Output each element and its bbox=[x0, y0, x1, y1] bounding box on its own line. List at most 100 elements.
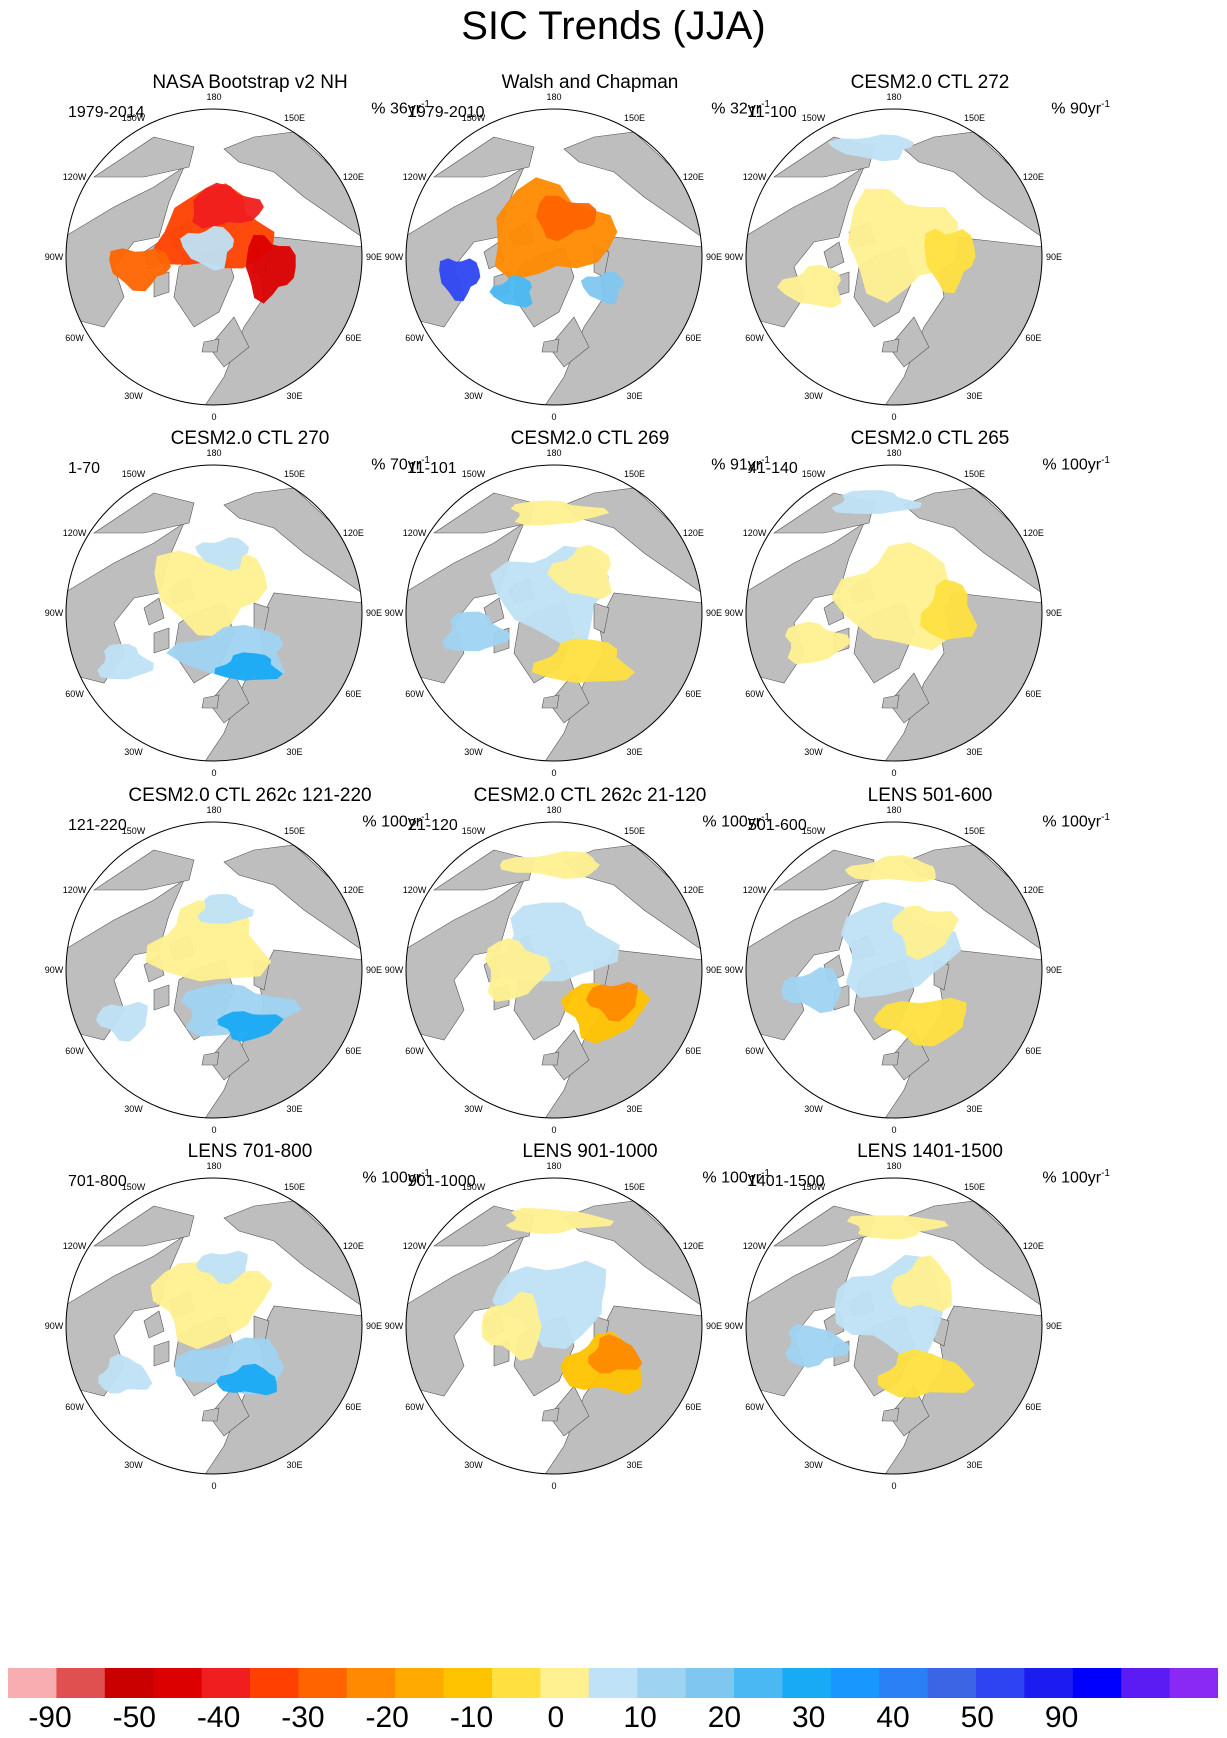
longitude-label: 60E bbox=[685, 1401, 702, 1412]
unit-part: -1 bbox=[421, 1168, 430, 1179]
unit-part: -1 bbox=[761, 99, 770, 110]
longitude-label: 30W bbox=[804, 1104, 823, 1115]
trend-region bbox=[197, 894, 254, 924]
trend-region bbox=[831, 490, 922, 514]
polar-map bbox=[65, 108, 363, 406]
longitude-label: 90W bbox=[384, 252, 404, 262]
polar-map bbox=[405, 108, 703, 406]
map-panel: 180 150E 120E 90E 60E 30E 0 30W 60W 90W 120W 150W CE… bbox=[385, 785, 790, 1185]
land bbox=[208, 316, 250, 368]
longitude-label: 0 bbox=[891, 768, 897, 778]
colorbar-swatch bbox=[1121, 1668, 1171, 1698]
longitude-label: 120E bbox=[342, 884, 364, 895]
longitude-label: 150W bbox=[121, 468, 146, 479]
longitude-label: 90W bbox=[724, 608, 744, 618]
longitude-label: 60W bbox=[745, 1401, 764, 1412]
longitude-label: 30W bbox=[804, 391, 823, 402]
unit-part: 100 bbox=[1061, 456, 1088, 474]
colorbar-label: -30 bbox=[281, 1701, 325, 1734]
unit-part: 100 bbox=[1061, 813, 1088, 831]
map-boundary bbox=[405, 464, 703, 762]
longitude-label: 90W bbox=[44, 965, 64, 975]
longitude-label: 90W bbox=[724, 965, 744, 975]
colorbar-label: 20 bbox=[707, 1701, 742, 1734]
longitude-label: 60W bbox=[405, 688, 424, 699]
longitude-label: 150E bbox=[283, 468, 306, 479]
longitude-label: 120E bbox=[1022, 884, 1044, 895]
colorbar-swatch bbox=[927, 1668, 977, 1698]
polar-map bbox=[65, 464, 363, 762]
colorbar-swatch bbox=[1024, 1668, 1074, 1698]
longitude-label: 120E bbox=[682, 884, 704, 895]
trend-region bbox=[154, 550, 268, 637]
map-panel: 180 150E 120E 90E 60E 30E 0 30W 60W 90W 120W 150W CE… bbox=[725, 72, 1130, 472]
longitude-label: 90E bbox=[365, 252, 383, 262]
colorbar-swatch bbox=[1072, 1668, 1122, 1698]
trend-region bbox=[489, 275, 533, 308]
longitude-label: 120E bbox=[342, 171, 364, 182]
unit-part: yr bbox=[407, 1169, 422, 1187]
colorbar-swatch bbox=[588, 1668, 638, 1698]
panel-period: 11-101 bbox=[408, 460, 457, 477]
land bbox=[143, 597, 165, 626]
longitude-label: 90W bbox=[724, 252, 744, 262]
longitude-label: 120W bbox=[62, 884, 87, 895]
longitude-label: 60E bbox=[1025, 688, 1042, 699]
unit-part: % bbox=[371, 456, 390, 474]
longitude-label: 150E bbox=[283, 825, 306, 836]
unit-part: yr bbox=[747, 456, 762, 474]
longitude-label: 120W bbox=[402, 171, 427, 182]
land bbox=[433, 136, 535, 178]
unit-part: 70 bbox=[389, 456, 408, 474]
trend-region bbox=[924, 228, 976, 294]
longitude-label: 60E bbox=[345, 1045, 362, 1056]
longitude-label: 30E bbox=[626, 1104, 643, 1115]
longitude-label: 90W bbox=[724, 1321, 744, 1331]
longitude-label: 60W bbox=[405, 332, 424, 343]
unit-part: % bbox=[362, 813, 382, 831]
colorbar-swatch bbox=[104, 1668, 154, 1698]
trend-region bbox=[245, 234, 296, 304]
unit-part: % bbox=[711, 100, 730, 118]
trend-region bbox=[95, 1001, 148, 1042]
longitude-label: 120E bbox=[1022, 171, 1044, 182]
colorbar-swatch bbox=[395, 1668, 445, 1698]
longitude-label: 30W bbox=[124, 1104, 143, 1115]
trend-region bbox=[150, 1262, 273, 1350]
longitude-label: 60W bbox=[65, 332, 84, 343]
longitude-label: 120W bbox=[402, 884, 427, 895]
longitude-label: 120W bbox=[402, 1240, 427, 1251]
panel-period: 1979-2010 bbox=[408, 104, 485, 121]
colorbar-swatch bbox=[830, 1668, 880, 1698]
longitude-label: 150W bbox=[461, 825, 486, 836]
unit-part: % bbox=[1042, 813, 1062, 831]
colorbar-swatch bbox=[298, 1668, 348, 1698]
polar-map bbox=[745, 108, 1043, 406]
land bbox=[153, 627, 170, 654]
longitude-label: 0 bbox=[551, 1125, 557, 1135]
trend-region bbox=[485, 938, 551, 1002]
panel-period: 1401-1500 bbox=[748, 1173, 825, 1190]
map-panel: 180 150E 120E 90E 60E 30E 0 30W 60W 90W 120W 150W Wa… bbox=[385, 72, 790, 472]
colorbar-swatch bbox=[8, 1668, 57, 1698]
longitude-label: 60E bbox=[1025, 1401, 1042, 1412]
trend-region bbox=[844, 855, 936, 883]
longitude-label: 180 bbox=[546, 448, 562, 458]
longitude-label: 30W bbox=[124, 1460, 143, 1471]
longitude-label: 150E bbox=[283, 1181, 306, 1192]
trend-region bbox=[777, 264, 842, 308]
land bbox=[66, 166, 185, 328]
longitude-label: 90E bbox=[705, 608, 723, 618]
trend-region bbox=[547, 545, 612, 600]
longitude-label: 30W bbox=[804, 747, 823, 758]
panel-title: CESM2.0 CTL 270 bbox=[170, 428, 330, 449]
longitude-label: 30E bbox=[286, 1460, 303, 1471]
trend-region bbox=[785, 621, 851, 665]
longitude-label: 60E bbox=[345, 332, 362, 343]
longitude-label: 150W bbox=[121, 1181, 146, 1192]
unit-part: yr bbox=[407, 813, 422, 831]
panel-units: % 91yr-1 bbox=[711, 452, 770, 474]
longitude-label: 180 bbox=[206, 1161, 222, 1171]
longitude-label: 90E bbox=[705, 1321, 723, 1331]
longitude-label: 60W bbox=[745, 688, 764, 699]
